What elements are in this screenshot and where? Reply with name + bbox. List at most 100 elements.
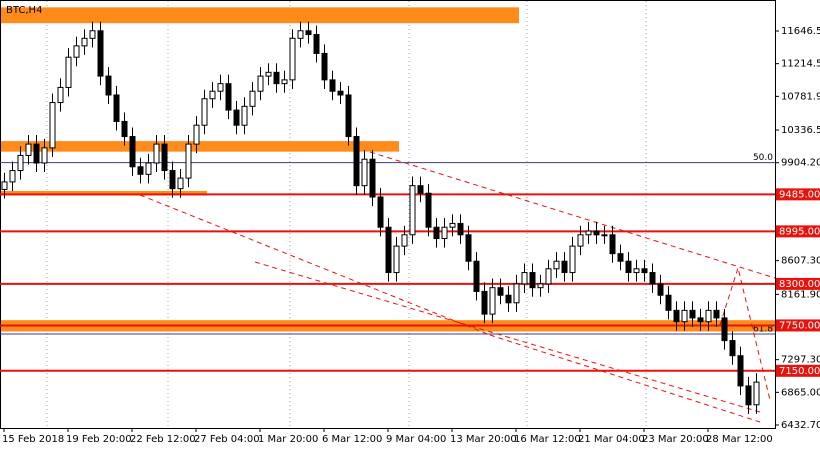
chart-title: BTC,H4 — [6, 5, 42, 16]
y-tick-label: 6432.70 — [781, 420, 820, 431]
candle-body — [105, 75, 112, 96]
candle-body — [705, 309, 712, 323]
candle-body — [385, 226, 392, 274]
candle-body — [121, 120, 128, 138]
candle-body — [457, 222, 464, 236]
y-tick-label: 10336.50 — [781, 125, 820, 136]
y-tick-label: 10781.90 — [781, 91, 820, 102]
candle-body — [593, 230, 600, 236]
plot-frame — [0, 0, 776, 429]
candle-body — [81, 37, 88, 47]
level-label: 7150.00 — [779, 366, 820, 377]
candle-body — [145, 162, 152, 175]
candle-body — [577, 234, 584, 247]
candle-body — [449, 222, 456, 228]
candle-body — [1, 181, 8, 190]
candle-body — [57, 86, 64, 104]
candle-body — [673, 309, 680, 323]
level-tag — [776, 319, 820, 332]
x-tick-label: 23 Mar 20:00 — [642, 434, 709, 445]
candle-body — [665, 294, 672, 311]
candle-body — [753, 381, 760, 406]
candle-body — [345, 94, 352, 138]
candle-body — [617, 253, 624, 262]
candle-body — [473, 260, 480, 292]
y-tick-label: 9904.20 — [781, 158, 820, 169]
candle-body — [73, 45, 80, 58]
fib-label: 50.0 — [753, 153, 773, 163]
y-tick-label: 8161.90 — [781, 289, 820, 300]
x-tick-label: 21 Mar 04:00 — [578, 434, 645, 445]
candle-body — [625, 260, 632, 274]
candle-body — [33, 143, 40, 164]
x-tick-label: 1 Mar 20:00 — [258, 434, 318, 445]
candle-body — [465, 234, 472, 262]
candle-body — [393, 245, 400, 274]
candle-body — [337, 90, 344, 96]
candle-body — [521, 272, 528, 285]
candle-body — [585, 230, 592, 236]
candle-body — [257, 75, 264, 92]
candle-body — [9, 170, 16, 183]
fib-label: 61.8 — [753, 324, 773, 334]
candle-body — [137, 166, 144, 175]
channel-lines — [139, 151, 776, 423]
y-tick-label: 11214.50 — [781, 59, 820, 70]
candle-body — [201, 98, 208, 126]
candle-body — [113, 94, 120, 122]
level-label: 7750.00 — [779, 320, 820, 331]
level-tag — [776, 188, 820, 201]
candle-body — [153, 143, 160, 164]
candle-body — [425, 192, 432, 228]
candle-body — [537, 283, 544, 289]
candle-body — [97, 30, 104, 77]
candle-body — [737, 355, 744, 387]
x-tick-label: 13 Mar 20:00 — [450, 434, 517, 445]
x-tick-label: 28 Mar 12:00 — [706, 434, 773, 445]
candle-body — [265, 71, 272, 77]
candle-body — [441, 226, 448, 240]
candle-body — [281, 79, 288, 85]
level-label: 8995.00 — [779, 226, 820, 237]
candle-body — [361, 158, 368, 187]
candle-body — [169, 170, 176, 190]
candle-body — [89, 30, 96, 39]
candle-body — [129, 136, 136, 168]
candle-body — [273, 71, 280, 85]
candle-body — [697, 317, 704, 323]
candle-body — [17, 154, 24, 172]
candle-body — [177, 177, 184, 190]
candle-body — [193, 124, 200, 145]
candle-body — [49, 102, 56, 149]
candle-body — [25, 143, 32, 156]
candle-body — [401, 234, 408, 247]
candle-body — [657, 283, 664, 296]
zone — [1, 141, 399, 152]
x-tick-label: 22 Feb 12:00 — [130, 434, 196, 445]
candle-body — [313, 34, 320, 54]
candle-body — [377, 196, 384, 228]
candle-body — [241, 105, 248, 126]
candle-body — [641, 268, 648, 274]
candle-body — [545, 268, 552, 285]
candle-body — [633, 268, 640, 274]
zone — [1, 7, 519, 24]
candle-body — [305, 30, 312, 36]
candle-body — [329, 79, 336, 92]
candle-body — [609, 234, 616, 255]
candle-body — [569, 245, 576, 274]
x-tick-label: 16 Mar 12:00 — [514, 434, 581, 445]
x-tick-label: 27 Feb 04:00 — [194, 434, 260, 445]
candle-body — [289, 37, 296, 81]
candle-body — [65, 56, 72, 88]
candle-body — [505, 294, 512, 304]
candle-body — [553, 260, 560, 270]
candle-body — [417, 185, 424, 194]
candle-body — [225, 83, 232, 111]
candle-body — [601, 234, 608, 237]
candle-body — [481, 290, 488, 315]
candle-body — [529, 272, 536, 289]
candle-body — [353, 136, 360, 187]
level-tag — [776, 277, 820, 290]
